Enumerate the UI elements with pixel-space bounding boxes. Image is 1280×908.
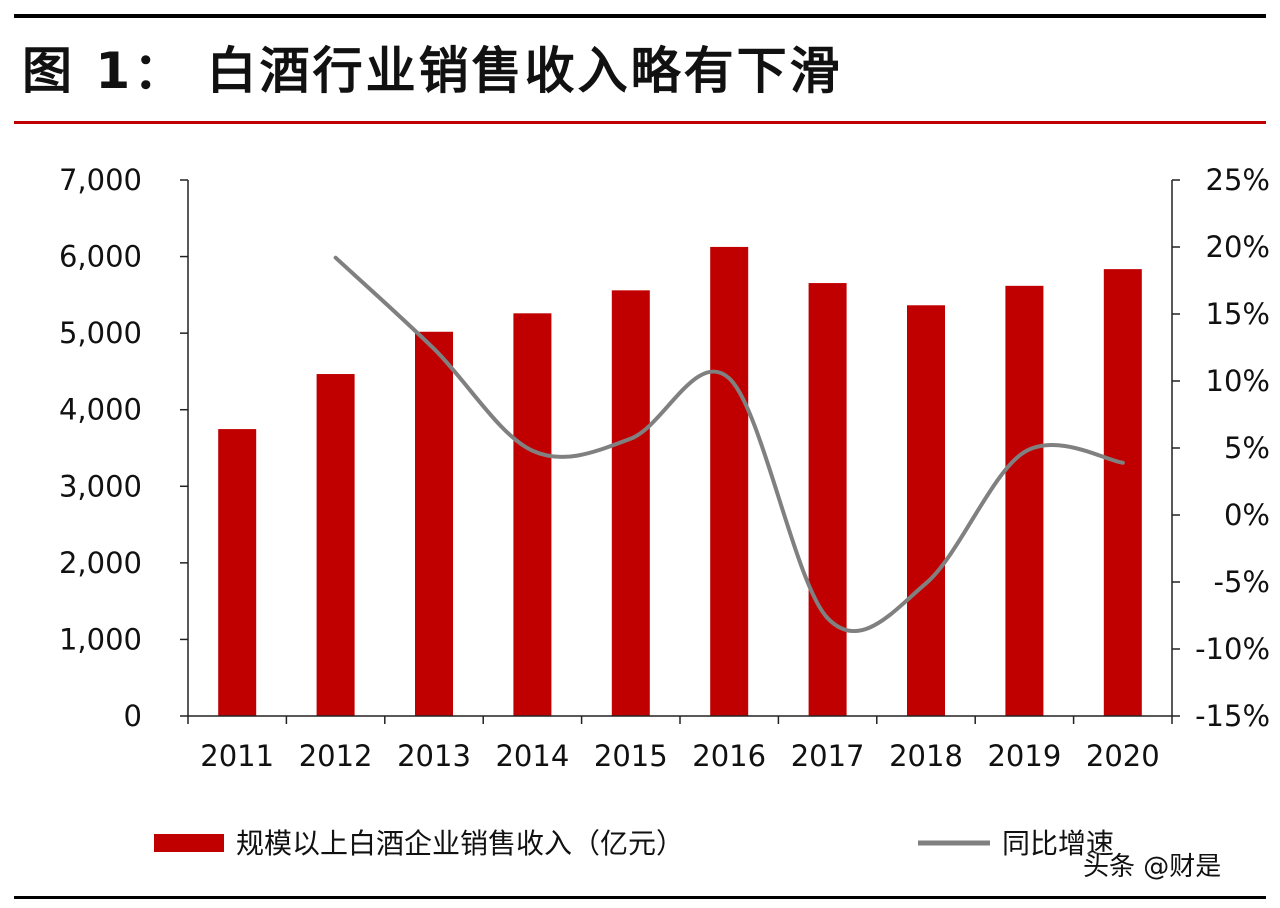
bar-2019 — [1005, 285, 1044, 716]
x-tick-label: 2011 — [200, 739, 274, 773]
right-tick-label: 25% — [1206, 163, 1270, 197]
right-tick-label: 0% — [1224, 498, 1270, 532]
bar-2012 — [316, 374, 355, 716]
bar-2016 — [710, 246, 749, 716]
left-tick-label: 0 — [124, 699, 142, 733]
x-tick-label: 2015 — [594, 739, 668, 773]
left-tick-label: 4,000 — [59, 393, 142, 427]
x-tick-label: 2017 — [791, 739, 865, 773]
left-tick-label: 2,000 — [59, 546, 142, 580]
right-axis-ticks: -15% -10% -5% 0% 5% 10% 15% 20% 25% — [1172, 163, 1270, 733]
bar-2014 — [513, 313, 552, 716]
bar-2018 — [907, 305, 945, 716]
left-axis-ticks: 0 1,000 2,000 3,000 4,000 5,000 6,000 7,000 — [59, 163, 188, 733]
legend: 规模以上白酒企业销售收入（亿元） 同比增速 — [154, 827, 1114, 860]
left-tick-label: 3,000 — [59, 469, 142, 503]
growth-rate-line — [333, 255, 1125, 634]
left-tick-label: 5,000 — [59, 316, 142, 350]
line-series — [333, 255, 1125, 634]
watermark: 头条 @财是 — [1083, 852, 1222, 882]
right-tick-label: -5% — [1214, 565, 1270, 599]
right-tick-label: 5% — [1224, 431, 1270, 465]
legend-line-label: 同比增速 — [1002, 827, 1114, 860]
right-tick-label: 20% — [1206, 230, 1270, 264]
bar-2017 — [808, 283, 847, 716]
bar-2020 — [1103, 269, 1142, 716]
left-tick-label: 1,000 — [59, 622, 142, 656]
x-tick-label: 2019 — [987, 739, 1061, 773]
top-rule — [14, 14, 1266, 18]
right-tick-label: -10% — [1195, 632, 1270, 666]
legend-bar-label: 规模以上白酒企业销售收入（亿元） — [236, 827, 684, 860]
x-axis-ticks: 2011 2012 2013 2014 2015 2016 2017 2018 2019 2020 — [200, 739, 1159, 773]
right-tick-label: 10% — [1206, 364, 1270, 398]
legend-bar-swatch — [154, 834, 224, 852]
title-underline — [14, 121, 1266, 124]
figure-title: 图 1： 白酒行业销售收入略有下滑 — [22, 42, 843, 100]
bar-series — [218, 246, 1142, 716]
left-tick-label: 6,000 — [59, 240, 142, 274]
x-tick-label: 2014 — [495, 739, 569, 773]
right-tick-label: -15% — [1195, 699, 1270, 733]
x-tick-label: 2018 — [889, 739, 963, 773]
bar-2013 — [415, 331, 453, 716]
x-tick-label: 2020 — [1086, 739, 1160, 773]
x-tick-label: 2013 — [397, 739, 471, 773]
bottom-rule — [14, 896, 1266, 899]
bar-2011 — [218, 429, 257, 716]
right-tick-label: 15% — [1206, 297, 1270, 331]
x-tick-label: 2012 — [299, 739, 373, 773]
bar-2015 — [611, 290, 650, 716]
left-tick-label: 7,000 — [59, 163, 142, 197]
x-tick-label: 2016 — [692, 739, 766, 773]
